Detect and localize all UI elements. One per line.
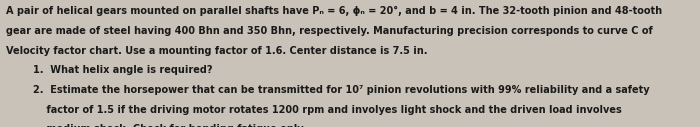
Text: 2.  Estimate the horsepower that can be transmitted for 10⁷ pinion revolutions w: 2. Estimate the horsepower that can be t… <box>6 85 649 95</box>
Text: A pair of helical gears mounted on parallel shafts have Pₙ = 6, ϕₙ = 20°, and b : A pair of helical gears mounted on paral… <box>6 6 662 16</box>
Text: gear are made of steel having 400 Bhn and 350 Bhn, respectively. Manufacturing p: gear are made of steel having 400 Bhn an… <box>6 26 652 36</box>
Text: 1.  What helix angle is required?: 1. What helix angle is required? <box>6 65 212 75</box>
Text: medium shock. Check for bending fatigue only.: medium shock. Check for bending fatigue … <box>6 124 306 127</box>
Text: Velocity factor chart. Use a mounting factor of 1.6. Center distance is 7.5 in.: Velocity factor chart. Use a mounting fa… <box>6 46 427 56</box>
Text: factor of 1.5 if the driving motor rotates 1200 rpm and involyes light shock and: factor of 1.5 if the driving motor rotat… <box>6 105 622 115</box>
